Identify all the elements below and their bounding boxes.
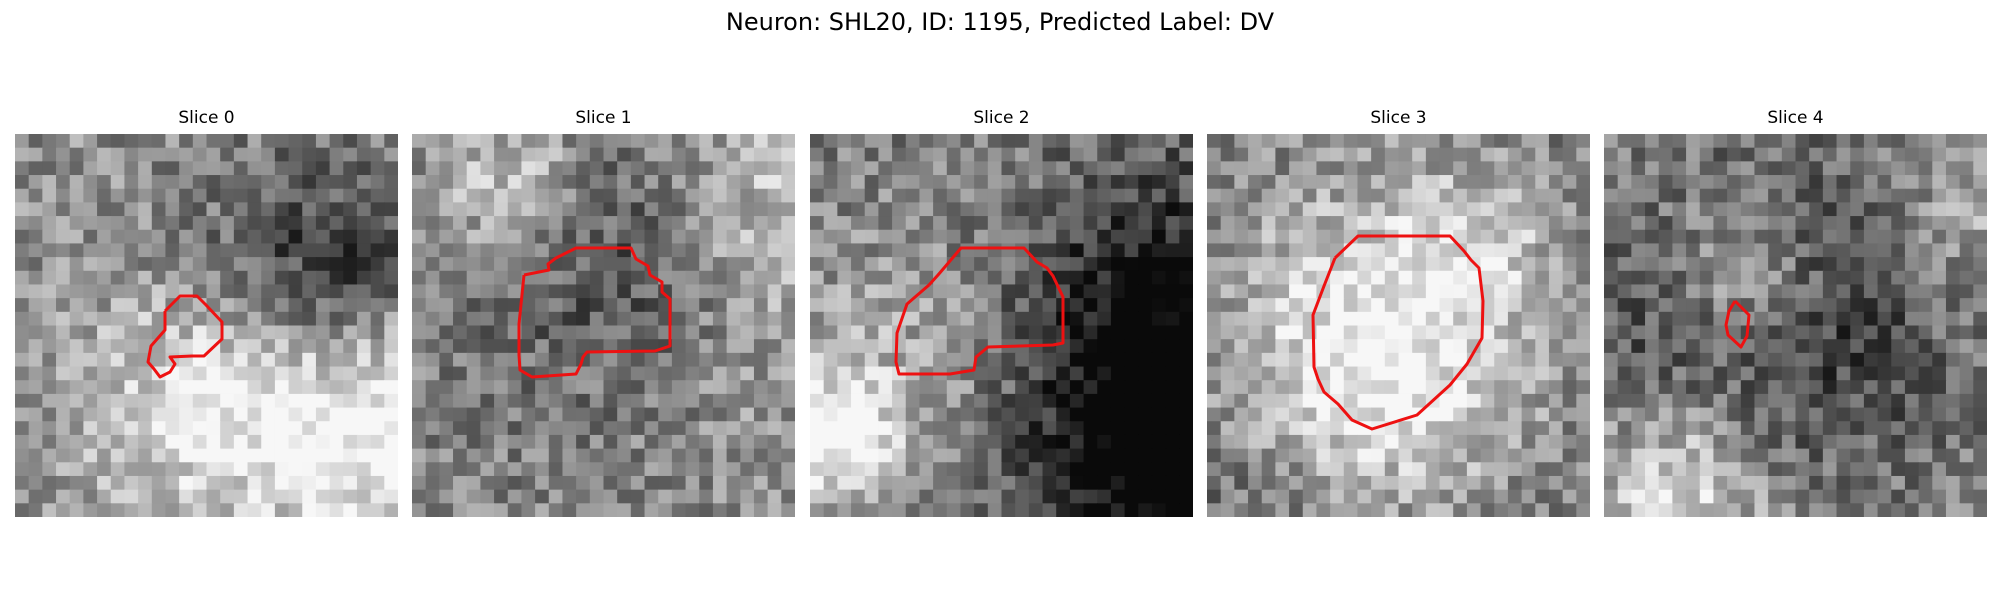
roi-contour	[894, 246, 1065, 376]
slice-image-4	[1604, 134, 1987, 517]
slice-panel-3: Slice 3	[1207, 104, 1590, 517]
slice-title: Slice 3	[1370, 108, 1427, 128]
figure-title: Neuron: SHL20, ID: 1195, Predicted Label…	[725, 8, 1275, 36]
slice-panel-4: Slice 4	[1604, 104, 1987, 517]
slice-title: Slice 4	[1767, 108, 1824, 128]
slice-panel-1: Slice 1	[412, 104, 795, 517]
roi-contour	[1311, 234, 1485, 431]
pixel-grid	[15, 134, 398, 517]
roi-contour	[517, 246, 672, 379]
slice-title: Slice 0	[178, 108, 235, 128]
slice-image-0	[15, 134, 398, 517]
pixel-grid	[1604, 134, 1987, 517]
slice-title: Slice 2	[973, 108, 1030, 128]
slice-panel-2: Slice 2	[810, 104, 1193, 517]
pixel-grid	[1207, 134, 1590, 517]
pixel-grid	[412, 134, 795, 517]
slice-image-2	[810, 134, 1193, 517]
slice-image-1	[412, 134, 795, 517]
slice-image-3	[1207, 134, 1590, 517]
slice-title: Slice 1	[575, 108, 632, 128]
pixel-grid	[810, 134, 1193, 517]
slice-panel-0: Slice 0	[15, 104, 398, 517]
roi-contour	[146, 294, 224, 379]
roi-contour	[1724, 299, 1751, 349]
